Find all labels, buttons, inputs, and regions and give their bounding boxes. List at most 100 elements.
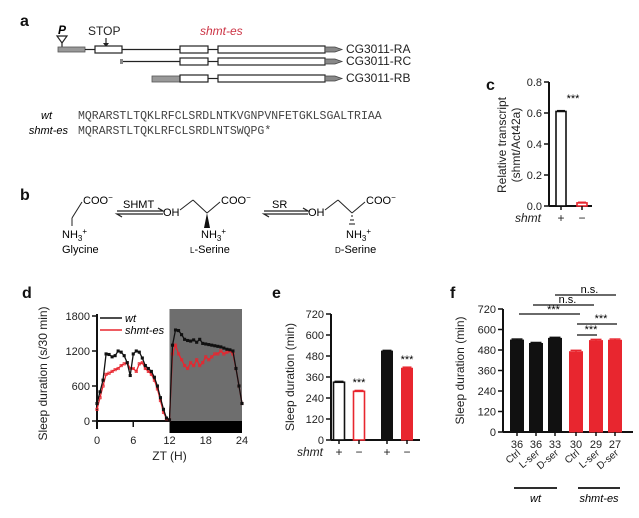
- significance-label: ***: [401, 354, 415, 366]
- data-point: [183, 337, 187, 341]
- bar: [352, 390, 366, 441]
- bar: [510, 339, 524, 433]
- panel-a: a P STOP shmt-es CG3011-RA CG301: [20, 13, 411, 138]
- data-point: [237, 384, 241, 388]
- utr-exon: [57, 46, 86, 53]
- exon: [94, 45, 123, 54]
- exon: [217, 74, 326, 83]
- data-point: [180, 358, 184, 362]
- data-point: [210, 355, 214, 359]
- n-label: 27: [609, 439, 621, 451]
- bar: [608, 339, 622, 433]
- data-point: [192, 338, 196, 342]
- y-tick-label: 480: [306, 351, 324, 363]
- panel-f: f 012024036048060072036Ctrl36L-ser33D-se…: [450, 284, 633, 505]
- allele-label: shmt-es: [200, 24, 243, 38]
- n-label: 29: [590, 439, 602, 451]
- legend-label: wt: [125, 313, 137, 325]
- data-point: [189, 339, 193, 343]
- y-tick-label: 0.0: [527, 201, 542, 213]
- oh-group: OH: [163, 207, 180, 219]
- y-axis-label: Sleep duration (min): [283, 323, 297, 431]
- bond: [337, 199, 353, 214]
- data-point: [143, 366, 147, 371]
- data-point: [186, 338, 190, 343]
- seq-label-wt: wt: [41, 110, 53, 122]
- x-tick-label: 0: [94, 435, 100, 447]
- data-point: [143, 364, 147, 368]
- data-point: [104, 372, 108, 376]
- y-axis-label: Relative transcript(shmt/Act42a): [495, 96, 523, 193]
- data-point: [234, 366, 238, 371]
- data-point: [219, 345, 223, 349]
- compound-name: Glycine: [62, 244, 99, 256]
- data-point: [216, 352, 220, 356]
- significance-label: ***: [353, 377, 367, 389]
- nh3-group: NH3+: [62, 227, 87, 243]
- stop-label: STOP: [88, 24, 120, 38]
- data-point: [207, 343, 211, 347]
- n-label: 36: [530, 439, 542, 451]
- data-point: [225, 347, 229, 351]
- data-point: [170, 343, 175, 347]
- data-point: [225, 350, 229, 354]
- x-tick-label: 12: [163, 435, 175, 447]
- data-point: [98, 390, 102, 394]
- data-point: [131, 366, 135, 371]
- group-label: shmt: [515, 211, 542, 225]
- exon: [179, 45, 209, 54]
- y-tick-label: 720: [306, 309, 324, 321]
- data-point: [228, 348, 232, 352]
- data-point: [231, 349, 235, 353]
- data-point: [107, 371, 111, 375]
- reverse-arrow-icon: [114, 213, 163, 218]
- y-tick-label: 360: [478, 366, 496, 378]
- data-point: [152, 375, 156, 379]
- data-point: [116, 366, 120, 371]
- transcript-label: CG3011-RB: [346, 71, 410, 85]
- forward-arrow-icon: [117, 207, 166, 212]
- x-tick-label: −: [403, 445, 410, 459]
- bar: [555, 110, 567, 207]
- panel-d: d 0 600 1200 1800 0 6 12 18 24 ZT (H) Sleep durati…: [22, 285, 248, 463]
- y-tick-label: 600: [478, 325, 496, 337]
- y-tick-label: 1200: [66, 346, 90, 358]
- data-point: [113, 368, 117, 372]
- y-tick-label: 720: [478, 304, 496, 316]
- y-axis-label: Sleep duration (min): [453, 316, 467, 424]
- data-point: [95, 407, 99, 411]
- data-point: [119, 364, 123, 368]
- y-tick-label: 360: [306, 372, 324, 384]
- data-point: [177, 329, 181, 333]
- significance-label: n.s.: [559, 294, 577, 306]
- data-point: [213, 344, 217, 348]
- data-point: [183, 364, 187, 368]
- transcript-rc: CG3011-RC: [120, 54, 411, 68]
- data-point: [140, 356, 144, 360]
- significance-label: ***: [585, 324, 599, 336]
- compound-name: L-Serine: [190, 244, 230, 256]
- data-point: [122, 354, 126, 358]
- bar: [381, 350, 393, 441]
- transcript-rb: CG3011-RB: [151, 71, 410, 85]
- oh-group: OH: [308, 207, 325, 219]
- dark-period-shade: [169, 309, 242, 421]
- data-point: [173, 328, 178, 332]
- y-tick-label: 600: [72, 381, 90, 393]
- seq-label-shmt-es: shmt-es: [29, 125, 69, 137]
- bar: [589, 340, 603, 433]
- panel-letter-e: e: [272, 285, 281, 302]
- y-tick-label: 120: [306, 414, 324, 426]
- d-serine-structure: OH COO− NH3+ D-Serine: [308, 193, 396, 256]
- utr-arrow-icon: [324, 46, 344, 53]
- data-point: [137, 350, 141, 354]
- data-point: [164, 416, 169, 420]
- data-point: [155, 384, 159, 388]
- panel-letter-b: b: [20, 187, 30, 204]
- nh3-group: NH3+: [201, 227, 226, 243]
- exon: [217, 45, 326, 54]
- data-point: [149, 369, 153, 373]
- group-label: wt: [530, 493, 542, 505]
